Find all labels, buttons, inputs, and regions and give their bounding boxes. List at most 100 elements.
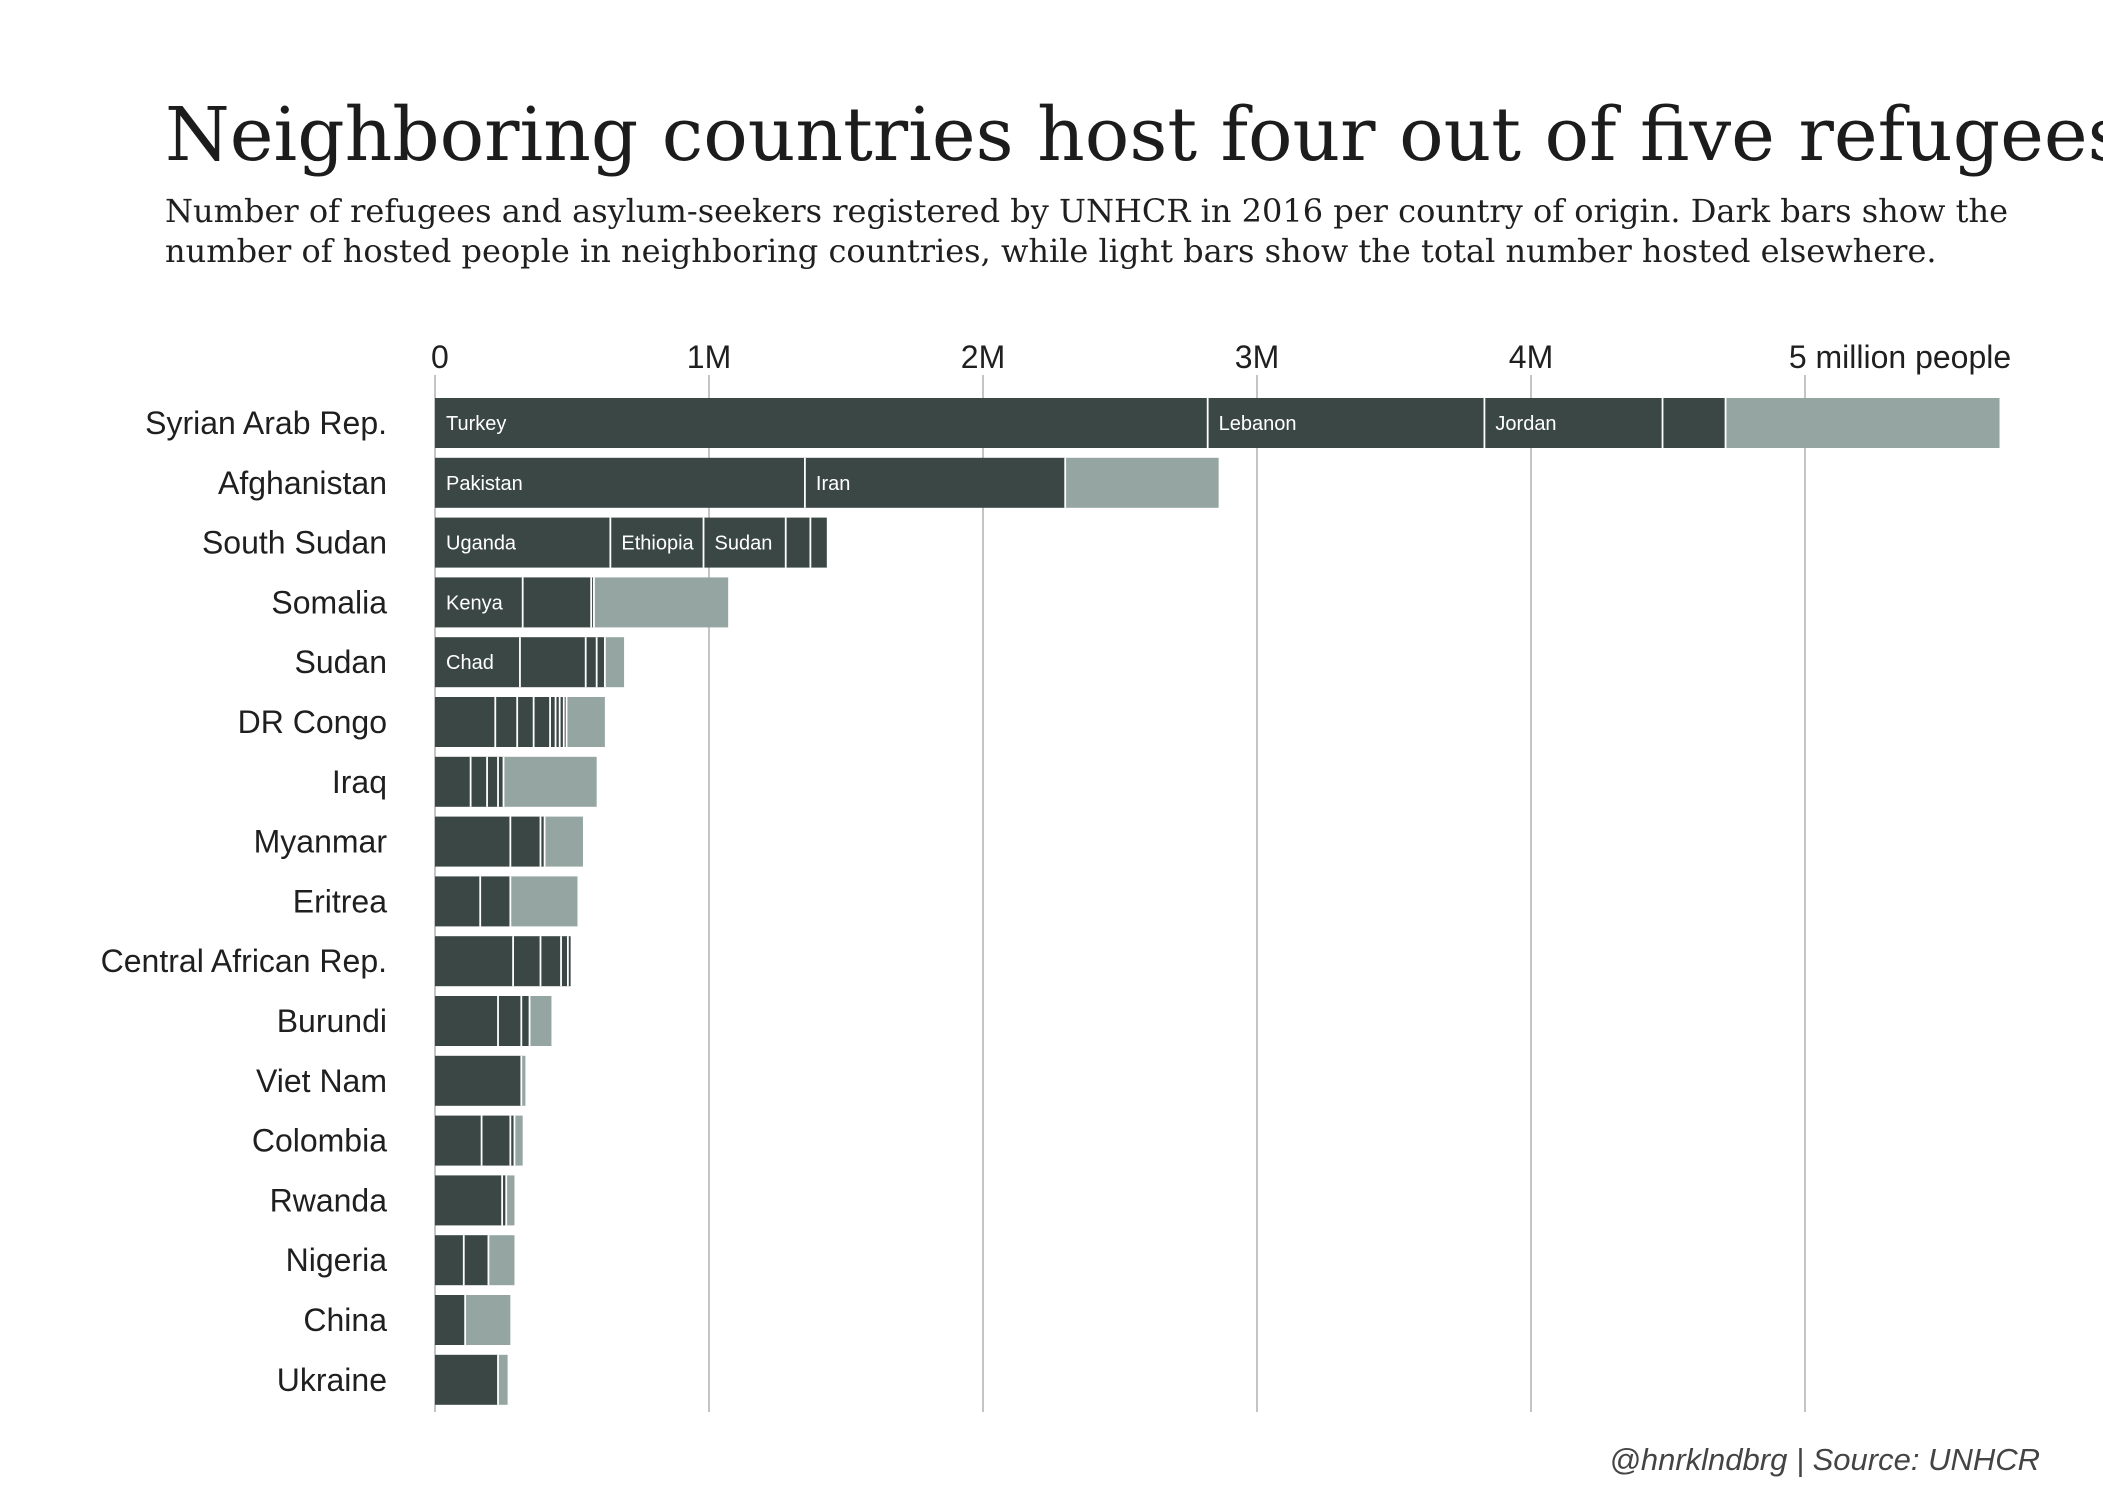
category-label: South Sudan [202, 525, 387, 561]
bar-segment-neighbor [502, 1175, 507, 1226]
bar-row: Uganda Ethiopia Sudan [435, 517, 827, 568]
bar-segment-elsewhere [604, 637, 625, 688]
bar-segment-neighbor [435, 637, 520, 688]
category-label: Syrian Arab Rep. [145, 405, 387, 441]
bar-segment-label: Sudan [715, 533, 773, 555]
bar-row [435, 996, 552, 1046]
bar-segment-neighbor [540, 816, 545, 867]
category-label: Eritrea [293, 883, 387, 919]
category-label: Viet Nam [256, 1063, 387, 1099]
bar-row: Turkey Lebanon Jordan [435, 398, 2000, 448]
bar-segment-neighbor [498, 996, 522, 1046]
bar-segment-label: Chad [446, 652, 494, 674]
bar-segment-neighbor [435, 697, 496, 747]
bar-segment-neighbor [521, 996, 530, 1046]
category-label: DR Congo [238, 704, 387, 740]
bar-row: Pakistan Iran [435, 457, 1219, 508]
bar-segment-neighbor [596, 637, 605, 688]
bar-segment-neighbor [703, 517, 786, 568]
bar-segment-neighbor [559, 697, 564, 747]
bar-row [435, 1235, 515, 1286]
category-label: Ukraine [277, 1362, 387, 1398]
bar-segment-neighbor [435, 457, 805, 508]
category-label: Myanmar [254, 824, 388, 860]
bar-segment-elsewhere [506, 1175, 515, 1226]
bar-segment-neighbor [435, 1115, 482, 1166]
x-tick-label: 3M [1235, 339, 1279, 375]
category-label: Rwanda [270, 1182, 388, 1218]
bar-segment-neighbor [487, 756, 499, 807]
bar-segment-elsewhere [488, 1235, 515, 1286]
bar-segment-label: Turkey [446, 413, 506, 435]
bar-segment-neighbor [480, 876, 511, 927]
x-tick-label: 0 [431, 339, 449, 375]
bar-segment-elsewhere [503, 756, 597, 807]
x-tick-label: 5 million people [1789, 339, 2011, 375]
category-label: Nigeria [286, 1242, 388, 1278]
bar-segment-label: Uganda [446, 533, 517, 555]
bar-segment-neighbor [435, 577, 523, 628]
x-axis-ticks: 0 1M 2M 3M 4M 5 million people [431, 339, 2011, 375]
bar-segment-elsewhere [498, 1354, 508, 1405]
bar-segment-elsewhere [593, 577, 729, 628]
bar-segment-neighbor [470, 756, 488, 807]
bar-segment-elsewhere [1725, 398, 2000, 448]
category-label: Iraq [332, 764, 387, 800]
bar-segment-neighbor [585, 637, 597, 688]
bar-row [435, 1115, 523, 1166]
bars: Turkey Lebanon Jordan Pakistan Iran Uganda Eth… [435, 398, 2000, 1405]
category-label: Central African Rep. [101, 943, 387, 979]
bar-segment-neighbor [435, 816, 511, 867]
bar-segment-neighbor [435, 1295, 466, 1345]
bar-segment-elsewhere [529, 996, 552, 1046]
bar-segment-neighbor [435, 1235, 464, 1286]
bar-segment-label: Pakistan [446, 473, 523, 495]
bar-segment-label: Iran [816, 473, 850, 495]
bar-segment-neighbor [563, 697, 567, 747]
bar-segment-neighbor [510, 816, 541, 867]
bar-segment-elsewhere [521, 1055, 526, 1106]
bar-segment-neighbor [435, 517, 611, 568]
source-credit: @hnrklndbrg | Source: UNHCR [1609, 1442, 2040, 1477]
bar-segment-neighbor [610, 517, 704, 568]
bar-segment-elsewhere [510, 876, 578, 927]
bar-segment-neighbor [1662, 398, 1726, 448]
bar-segment-neighbor [785, 517, 811, 568]
bar-segment-neighbor [810, 517, 827, 568]
bar-segment-neighbor [561, 936, 568, 987]
bar-segment-elsewhere [566, 697, 605, 747]
x-tick-label: 1M [687, 339, 731, 375]
bar-row [435, 697, 605, 747]
bar-segment-neighbor [435, 1055, 522, 1106]
bar-segment-neighbor [540, 936, 562, 987]
bar-segment-neighbor [1207, 398, 1485, 448]
bar-segment-neighbor [513, 936, 541, 987]
bar-segment-neighbor [517, 697, 534, 747]
bar-segment-neighbor [1484, 398, 1663, 448]
bar-segment-neighbor [435, 936, 514, 987]
bar-segment-neighbor [522, 577, 592, 628]
bar-segment-label: Ethiopia [621, 533, 694, 555]
bar-segment-neighbor [435, 756, 471, 807]
bar-segment-neighbor [804, 457, 1066, 508]
bar-segment-neighbor [495, 697, 518, 747]
bar-segment-neighbor [435, 876, 481, 927]
bar-segment-elsewhere [465, 1295, 511, 1345]
bar-segment-neighbor [533, 697, 551, 747]
bar-row [435, 1295, 511, 1345]
category-label: Afghanistan [218, 465, 387, 501]
bar-segment-neighbor [591, 577, 594, 628]
category-label: China [303, 1302, 387, 1338]
bar-segment-elsewhere [544, 816, 583, 867]
bar-segment-neighbor [550, 697, 556, 747]
x-tick-label: 2M [961, 339, 1005, 375]
bar-segment-neighbor [519, 637, 586, 688]
chart-subtitle-line-1: Number of refugees and asylum-seekers re… [165, 192, 2008, 230]
bar-row [435, 1175, 515, 1226]
category-label: Somalia [271, 584, 387, 620]
bar-row: Kenya [435, 577, 729, 628]
bar-row [435, 816, 583, 867]
category-label: Colombia [252, 1123, 387, 1159]
bar-segment-elsewhere [1065, 457, 1219, 508]
